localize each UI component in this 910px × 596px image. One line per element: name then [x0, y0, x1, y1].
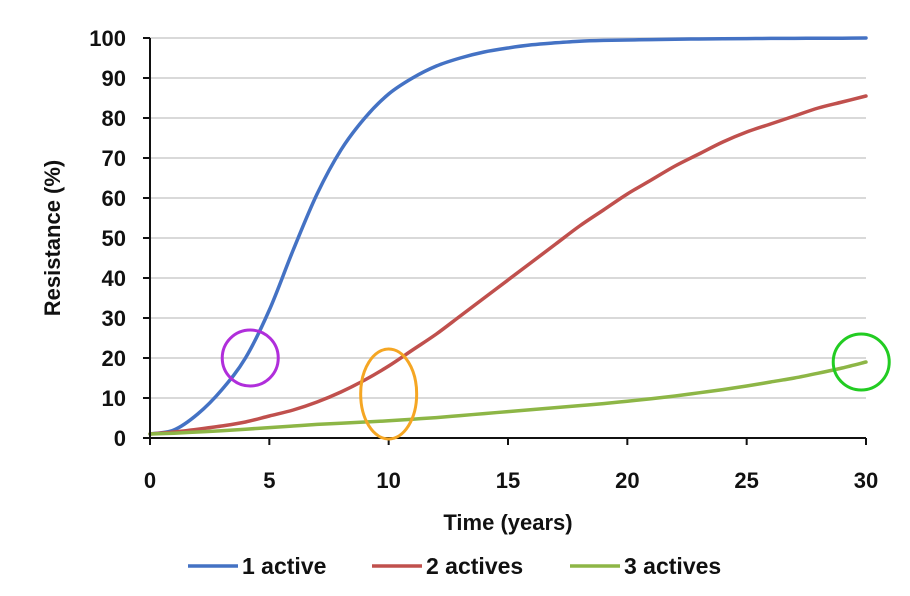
x-tick-label-0: 0: [144, 468, 156, 493]
y-tick-label-80: 80: [102, 106, 126, 131]
axes: [143, 37, 867, 445]
x-tick-labels: 0 5 10 15 20 25 30: [144, 468, 878, 493]
x-tick-label-20: 20: [615, 468, 639, 493]
series-line-2: [148, 94, 868, 436]
y-tick-label-70: 70: [102, 146, 126, 171]
y-tick-label-50: 50: [102, 226, 126, 251]
y-tick-labels: 0 10 20 30 40 50 60 70 80 90 100: [89, 26, 126, 451]
legend: 1 active 2 actives 3 actives: [188, 553, 721, 579]
y-tick-label-20: 20: [102, 346, 126, 371]
green-circle: [831, 332, 891, 392]
legend-label-1: 1 active: [242, 553, 326, 579]
y-tick-label-60: 60: [102, 186, 126, 211]
y-tick-label-10: 10: [102, 386, 126, 411]
series-line-1: [148, 36, 868, 436]
y-tick-label-30: 30: [102, 306, 126, 331]
x-tick-label-25: 25: [734, 468, 758, 493]
y-tick-label-90: 90: [102, 66, 126, 91]
x-tick-label-10: 10: [376, 468, 400, 493]
x-tick-label-5: 5: [263, 468, 275, 493]
x-axis-title: Time (years): [443, 510, 572, 535]
y-tick-label-100: 100: [89, 26, 126, 51]
y-axis-title: Resistance (%): [40, 160, 65, 317]
legend-label-2: 2 actives: [426, 553, 523, 579]
x-tick-label-15: 15: [496, 468, 520, 493]
annotations: [220, 328, 891, 441]
legend-label-3: 3 actives: [624, 553, 721, 579]
grid-lines: [150, 37, 866, 399]
x-tick-label-30: 30: [854, 468, 878, 493]
series-lines: [148, 36, 868, 436]
series-line-3: [148, 360, 868, 436]
orange-circle: [359, 347, 419, 441]
y-tick-label-40: 40: [102, 266, 126, 291]
magenta-circle: [220, 328, 280, 388]
y-tick-label-0: 0: [114, 426, 126, 451]
